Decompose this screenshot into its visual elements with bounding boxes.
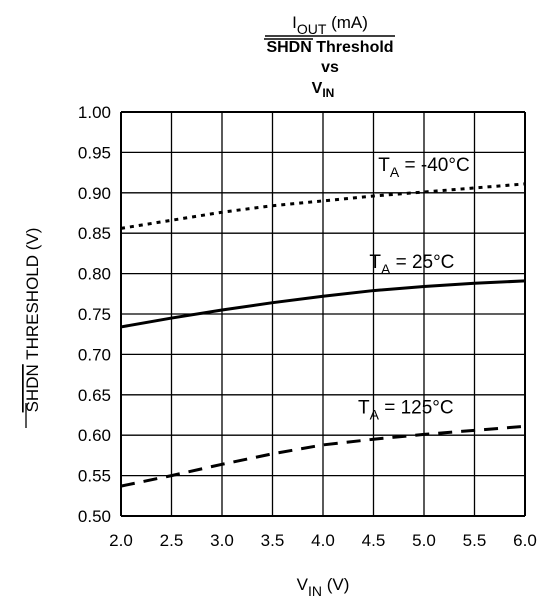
y-axis-label-overline: SHDN (23, 364, 42, 412)
x-tick-label: 2.0 (109, 531, 133, 550)
x-tick-labels: 2.0 2.5 3.0 3.5 4.0 4.5 5.0 5.5 6.0 (109, 531, 537, 550)
y-tick-label: 0.90 (78, 184, 111, 203)
title-vin-main: V (312, 80, 323, 97)
series-lines (120, 182, 526, 488)
series-label-0: TA = -40°C (378, 155, 469, 180)
y-tick-label: 1.00 (78, 103, 111, 122)
x-tick-label: 3.0 (210, 531, 234, 550)
y-axis-label: SHDN THRESHOLD (V) (23, 228, 42, 413)
chart-title: IOUT (mA) SHDN Threshold vs VIN (264, 13, 395, 100)
y-tick-labels: 0.50 0.55 0.60 0.65 0.70 0.75 0.80 0.85 0.90 0.95… (78, 103, 111, 526)
series-line-1 (120, 279, 526, 329)
title-iout-sub: OUT (297, 21, 327, 37)
y-axis-label-rest: THRESHOLD (V) (23, 228, 42, 365)
x-tick-label: 5.0 (412, 531, 436, 550)
series-label-2: TA = 125°C (358, 397, 454, 422)
y-tick-label: 0.60 (78, 426, 111, 445)
title-vin-sub: IN (322, 86, 334, 100)
series-labels: TA = -40°C TA = 25°C TA = 125°C (358, 155, 470, 422)
title-iout-main: I (292, 13, 297, 32)
title-line1: IOUT (mA) (292, 13, 368, 37)
series-label-1: TA = 25°C (369, 252, 454, 277)
x-tick-label: 4.0 (311, 531, 335, 550)
title-line2: SHDN Threshold (266, 39, 393, 56)
svg-text:SHDN THRESHOLD (V): SHDN THRESHOLD (V) (23, 228, 42, 413)
x-tick-label: 4.5 (362, 531, 386, 550)
x-tick-label: 2.5 (160, 531, 184, 550)
y-tick-label: 0.95 (78, 143, 111, 162)
y-tick-label: 0.55 (78, 467, 111, 486)
y-tick-label: 0.75 (78, 305, 111, 324)
y-tick-label: 0.85 (78, 224, 111, 243)
title-iout-unit: (mA) (326, 13, 368, 32)
x-axis-label-sub: IN (308, 583, 322, 599)
x-tick-label: 5.5 (463, 531, 487, 550)
y-tick-label: 0.65 (78, 386, 111, 405)
y-tick-label: 0.50 (78, 507, 111, 526)
x-tick-label: 3.5 (261, 531, 285, 550)
y-tick-label: 0.80 (78, 265, 111, 284)
x-tick-label: 6.0 (513, 531, 537, 550)
x-axis-label: VIN (V) (297, 575, 350, 599)
title-line3: vs (321, 59, 339, 76)
y-tick-label: 0.70 (78, 345, 111, 364)
title-line4: VIN (312, 80, 335, 100)
x-axis-label-unit: (V) (322, 575, 349, 594)
grid (120, 111, 526, 517)
x-axis-label-main: V (297, 575, 309, 594)
